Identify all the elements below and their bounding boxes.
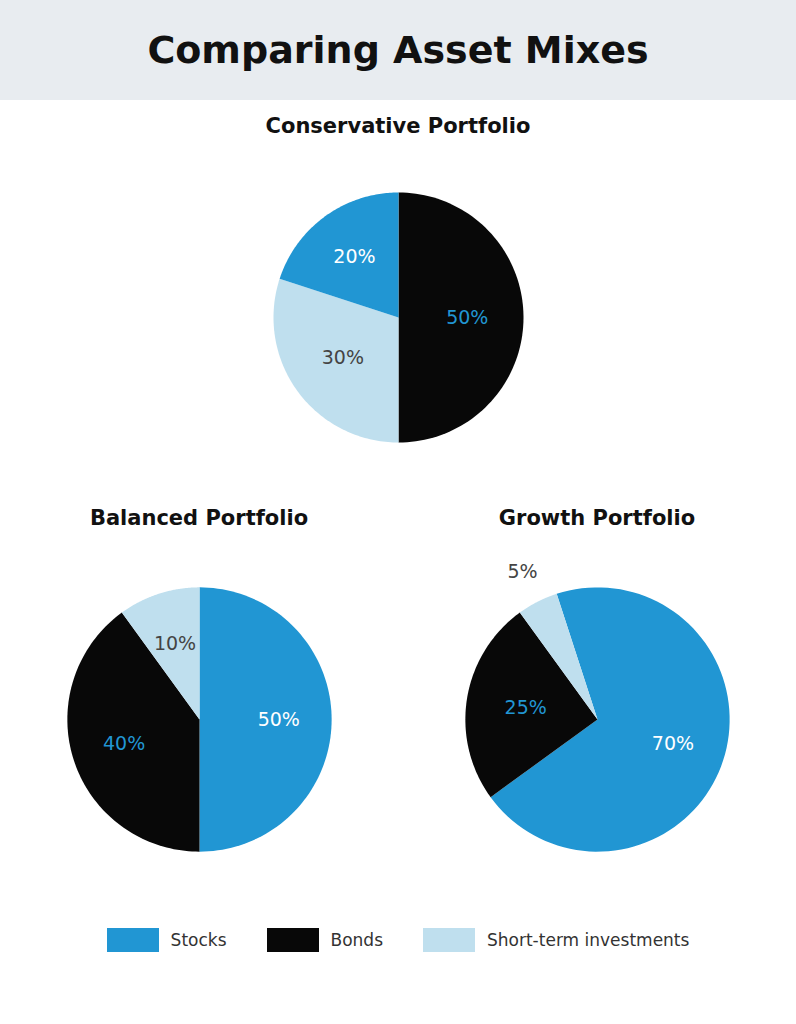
html-text:Bonds: Bonds (330, 930, 383, 950)
svg-text:70%: 70% (652, 732, 694, 754)
html-text:Conservative Portfolio: Conservative Portfolio (265, 114, 531, 138)
html-text:Comparing Asset Mixes: Comparing Asset Mixes (147, 28, 649, 72)
html-text:Balanced Portfolio: Balanced Portfolio (89, 506, 309, 530)
svg-text:50%: 50% (446, 306, 488, 328)
svg-text:50%: 50% (258, 708, 300, 730)
svg-text:30%: 30% (322, 346, 364, 368)
svg-text:5%: 5% (507, 560, 537, 582)
svg-text:40%: 40% (103, 732, 145, 754)
html-text:Growth Portfolio: Growth Portfolio (498, 506, 696, 530)
svg-text:25%: 25% (505, 696, 547, 718)
svg-text:10%: 10% (154, 632, 196, 654)
html-text:Short-term investments: Short-term investments (487, 930, 690, 950)
html-text:Stocks: Stocks (170, 930, 227, 950)
svg-text:20%: 20% (333, 245, 375, 267)
